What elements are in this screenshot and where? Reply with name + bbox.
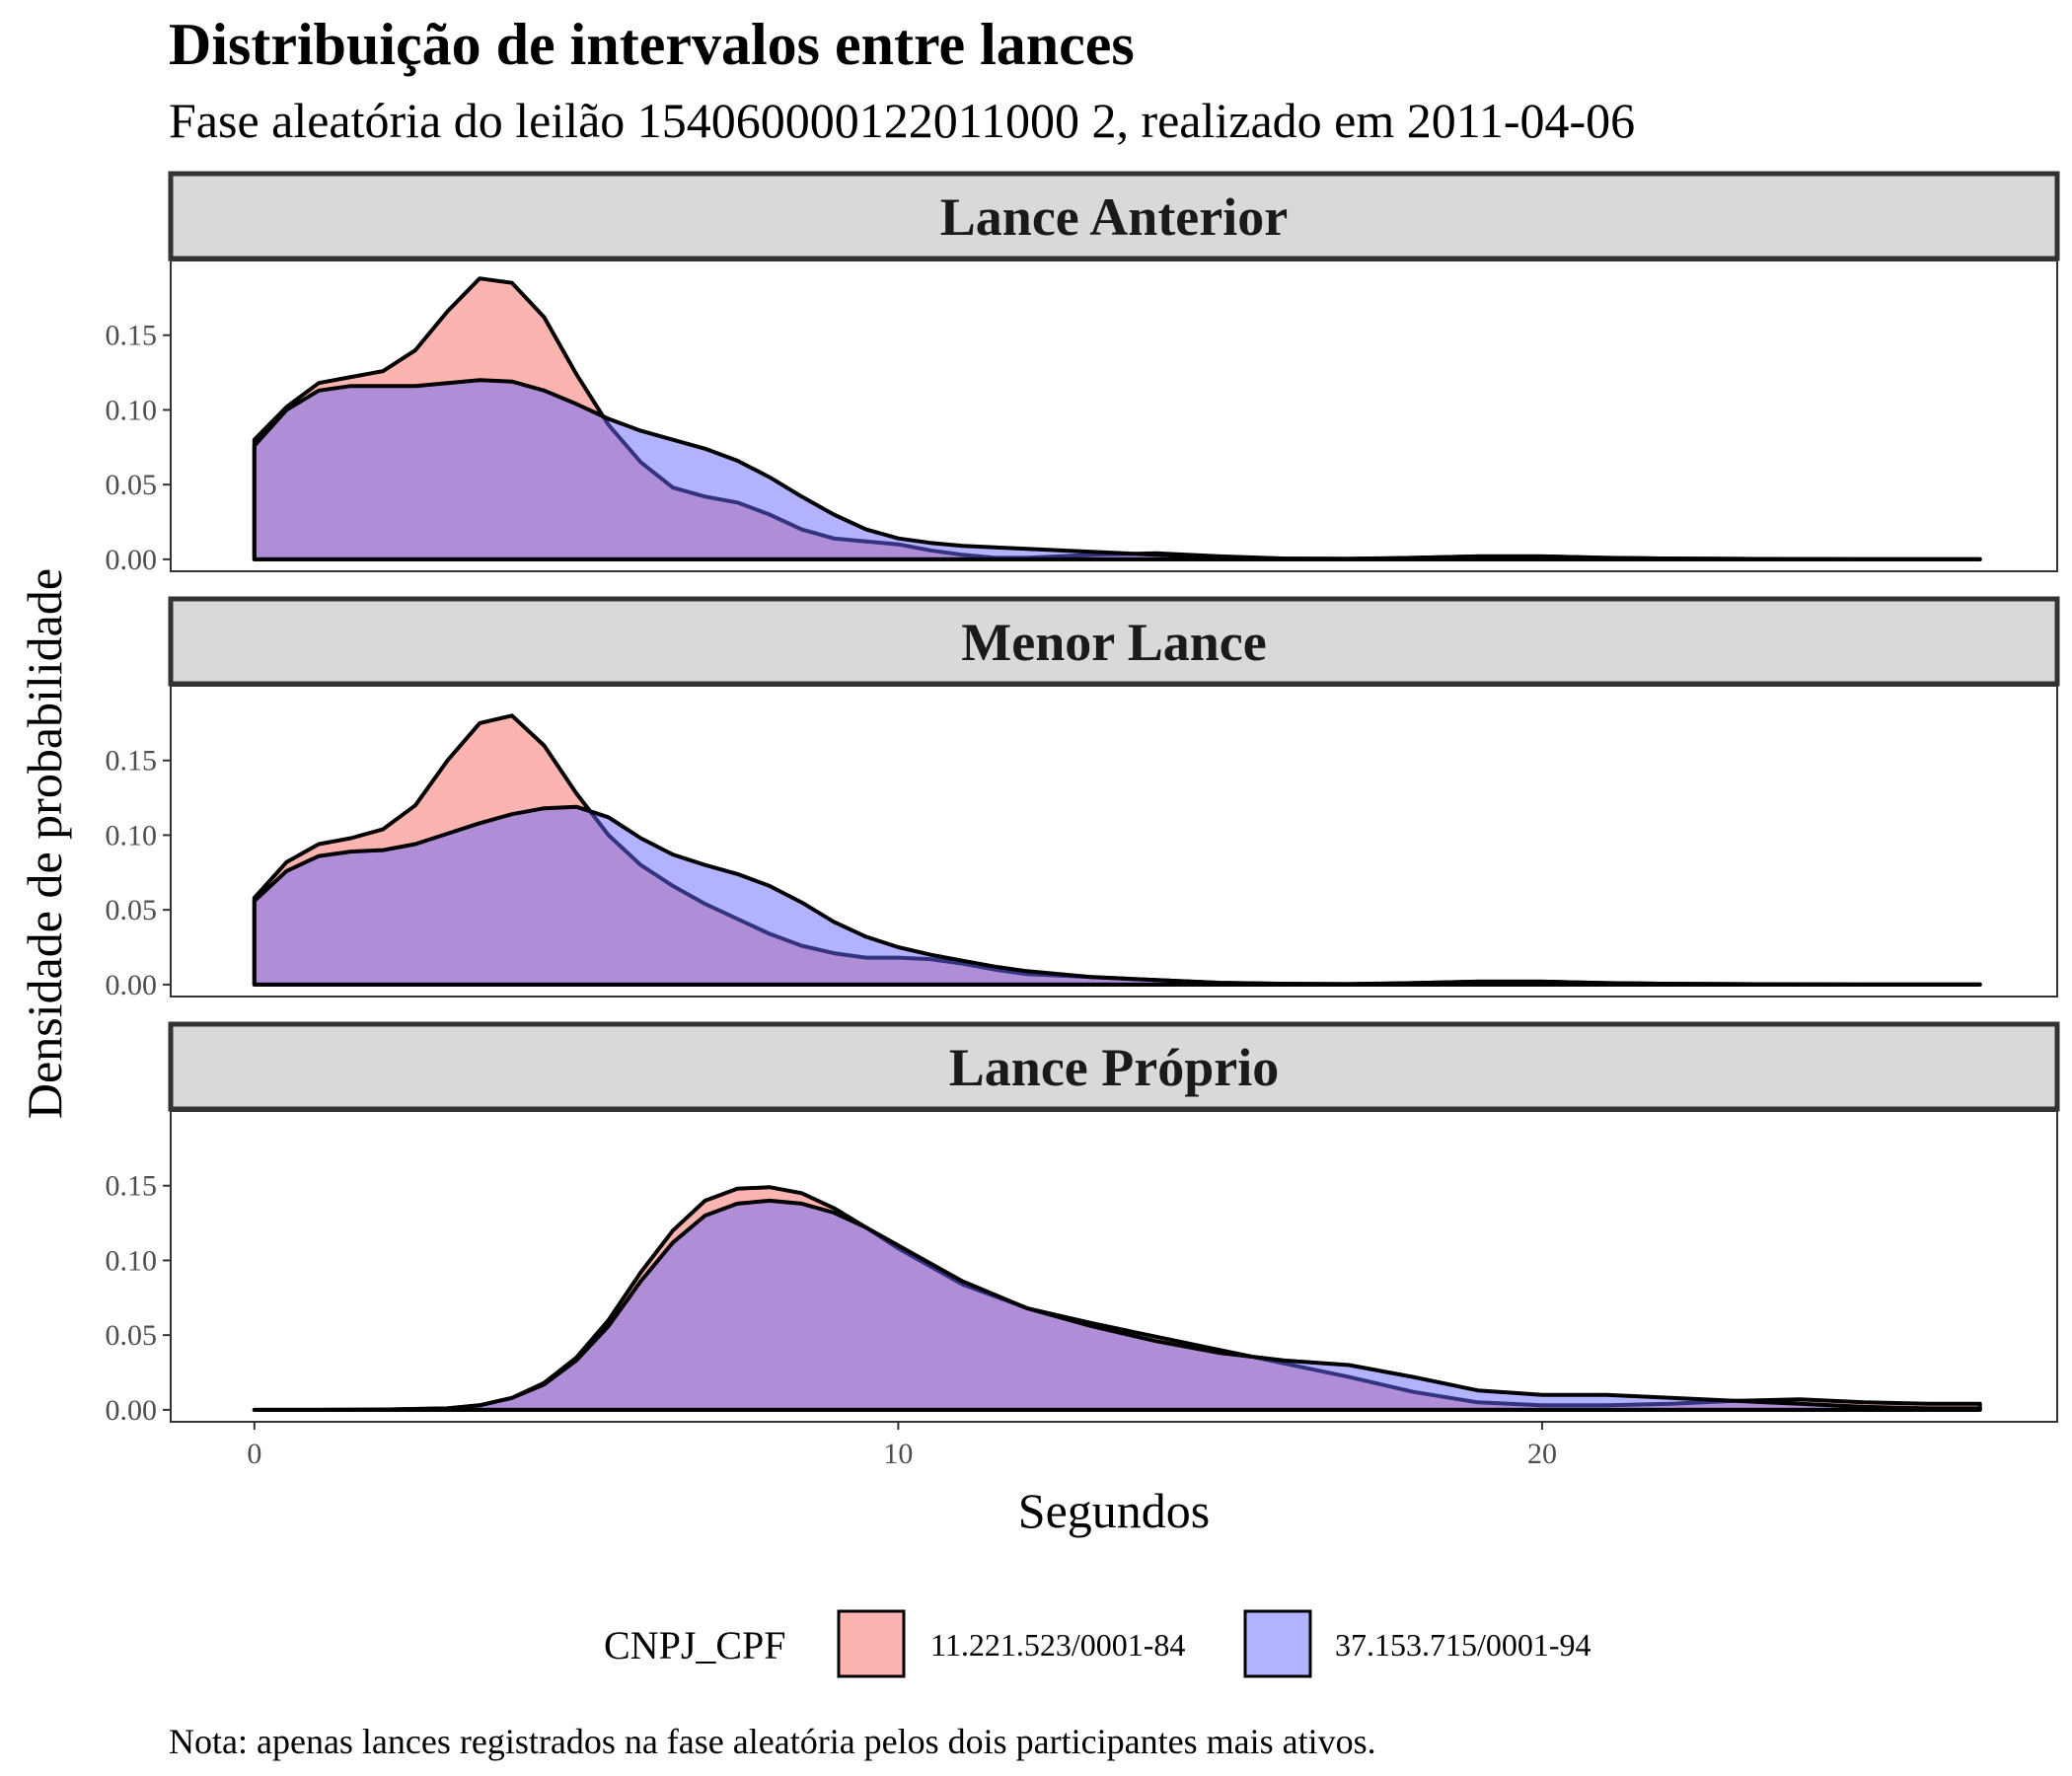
- density-area-series-2: [252, 804, 1982, 987]
- facet-strip-label: Menor Lance: [961, 613, 1266, 672]
- x-tick-label: 20: [1527, 1438, 1557, 1470]
- y-tick-label: 0.00: [106, 544, 158, 576]
- y-tick-label: 0.05: [106, 894, 158, 926]
- panel-border: [170, 685, 2058, 998]
- y-tick-label: 0.00: [106, 969, 158, 1001]
- chart-title: Distribuição de intervalos entre lances: [169, 12, 1135, 77]
- facet-strip-label: Lance Próprio: [949, 1038, 1279, 1097]
- legend-label-series-2: 37.153.715/0001-94: [1335, 1627, 1591, 1663]
- y-tick-label: 0.15: [106, 320, 158, 352]
- legend-key-series-2: [1243, 1609, 1312, 1678]
- y-tick-label: 0.10: [106, 394, 158, 426]
- y-axis-title: Densidade de probabilidade: [17, 568, 72, 1119]
- legend-label-series-1: 11.221.523/0001-84: [930, 1627, 1185, 1663]
- y-tick-label: 0.10: [106, 819, 158, 851]
- x-tick-label: 0: [247, 1438, 261, 1470]
- facet-panel-1: Lance Anterior 0.00 0.05 0.10 0.15: [106, 171, 2060, 576]
- y-tick-label: 0.00: [106, 1394, 158, 1427]
- facet-strip: [168, 1021, 2060, 1112]
- density-area-series-2: [252, 1198, 1982, 1412]
- panel-border: [170, 1110, 2058, 1423]
- legend: CNPJ_CPF 11.221.523/0001-84 37.153.715/0…: [604, 1609, 1591, 1678]
- legend-title: CNPJ_CPF: [604, 1623, 786, 1667]
- chart-caption: Nota: apenas lances registrados na fase …: [169, 1722, 1376, 1761]
- legend-key-series-1: [837, 1609, 906, 1678]
- x-tick-label: 10: [883, 1438, 913, 1470]
- y-tick-label: 0.10: [106, 1244, 158, 1277]
- facet-strip-label: Lance Anterior: [940, 187, 1288, 247]
- y-tick-label: 0.05: [106, 469, 158, 501]
- density-area-series-2: [252, 378, 1982, 561]
- facet-panel-2: Menor Lance 0.00 0.05 0.10 0.15: [106, 596, 2060, 1001]
- facet-strip: [168, 596, 2060, 687]
- y-tick-label: 0.15: [106, 745, 158, 777]
- facet-strip: [168, 171, 2060, 261]
- y-tick-label: 0.15: [106, 1170, 158, 1203]
- panel-border: [170, 259, 2058, 572]
- x-axis-title: Segundos: [1018, 1483, 1210, 1538]
- y-tick-label: 0.05: [106, 1319, 158, 1352]
- facet-panel-3: Lance Próprio 0.00 0.05 0.10 0.15 0 10 20: [106, 1021, 2060, 1470]
- chart-subtitle: Fase aleatória do leilão 154060000122011…: [169, 93, 1635, 148]
